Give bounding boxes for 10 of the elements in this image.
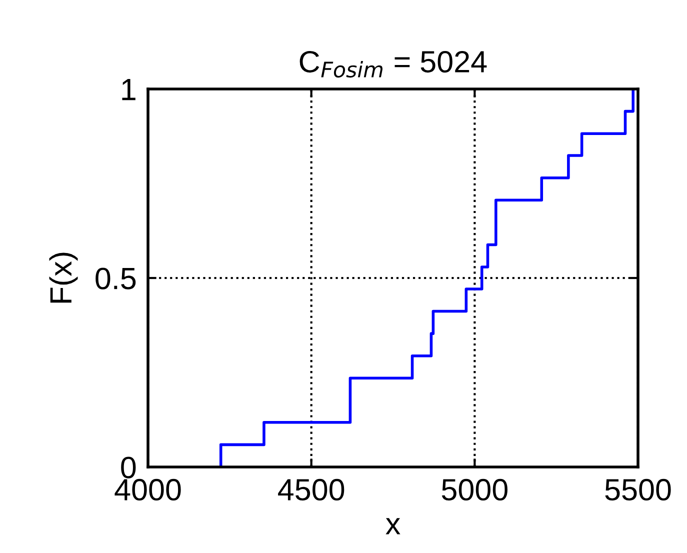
y-tick-label: 0 <box>121 456 136 478</box>
y-tick-label: 0.5 <box>96 268 136 290</box>
x-axis-title: x <box>386 518 400 534</box>
x-tick-label: 5000 <box>442 478 508 501</box>
y-tick-label: 1 <box>122 79 136 100</box>
y-axis-title: F(x) <box>49 252 78 303</box>
x-tick-label: 4500 <box>278 478 344 501</box>
chart-title: C$_{Fosim}$ = 5024 <box>300 50 487 78</box>
x-tick-label: 5500 <box>605 478 671 501</box>
x-tick-label: 4000 <box>114 478 181 501</box>
